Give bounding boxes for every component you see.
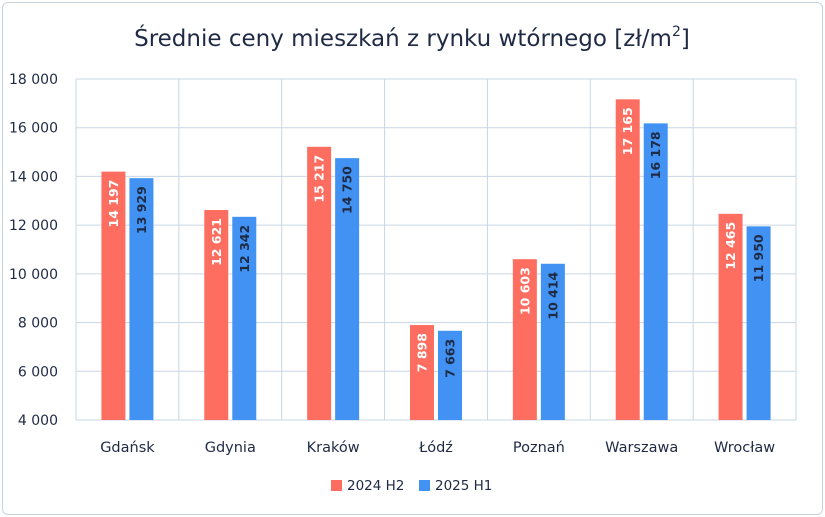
y-axis-ticks: 4 000 6 000 8 000 10 000 12 000 14 000 16 000 1… [9, 72, 58, 429]
y-tick-label: 8 000 [18, 316, 58, 332]
bar-series-2 [643, 123, 668, 420]
chart-title-end: ] [681, 26, 690, 52]
bar-value-label: 10 414 [545, 271, 560, 319]
y-tick-label: 4 000 [18, 413, 58, 429]
y-tick-label: 18 000 [9, 72, 58, 88]
bar-value-label: 12 621 [209, 218, 224, 266]
bar-value-label: 15 217 [312, 155, 327, 203]
bar-value-label: 7 898 [415, 333, 430, 372]
bar-series-1 [718, 213, 743, 420]
chart-title-superscript: 2 [672, 24, 681, 40]
bar-value-label: 14 197 [106, 180, 121, 228]
legend: 2024 H2 2025 H1 [331, 478, 492, 494]
bar-series-2 [746, 226, 771, 420]
bar-series-1 [204, 210, 229, 420]
data-labels: 14 197 13 929 12 621 12 342 15 217 14 750 7 89… [106, 107, 766, 378]
bar-series-2 [335, 158, 360, 421]
y-tick-label: 6 000 [18, 364, 58, 380]
legend-label: 2025 H1 [435, 478, 492, 494]
gridlines [75, 78, 797, 421]
bar-series-2 [232, 216, 257, 420]
bar-series-2 [540, 263, 565, 420]
chart-title-main: Średnie ceny mieszkań z rynku wtórnego [… [134, 24, 672, 52]
bars [101, 99, 771, 421]
legend-label: 2024 H2 [347, 478, 404, 494]
x-category-label: Wrocław [714, 440, 775, 456]
bar-value-label: 16 178 [648, 131, 663, 179]
bar-value-label: 13 929 [134, 186, 149, 234]
legend-swatch [419, 480, 430, 491]
y-tick-label: 16 000 [9, 121, 58, 137]
x-category-label: Poznań [513, 440, 565, 456]
bar-value-label: 17 165 [620, 107, 635, 155]
chart-title: Średnie ceny mieszkań z rynku wtórnego [… [134, 24, 690, 52]
bar-series-1 [410, 325, 434, 420]
bar-value-label: 7 663 [443, 339, 458, 378]
bar-series-2 [438, 330, 462, 420]
bar-value-label: 14 750 [340, 166, 355, 214]
x-category-label: Gdańsk [100, 440, 155, 456]
legend-swatch [331, 480, 342, 491]
y-tick-label: 14 000 [9, 169, 58, 185]
x-category-label: Gdynia [205, 440, 256, 456]
bar-value-label: 10 603 [517, 267, 532, 315]
bar-series-1 [512, 259, 537, 420]
x-category-label: Kraków [307, 440, 360, 456]
y-tick-label: 12 000 [9, 218, 58, 234]
bar-value-label: 12 465 [723, 222, 738, 270]
x-axis-categories: Gdańsk Gdynia Kraków Łódź Poznań Warszawa Wroc… [100, 440, 775, 456]
bar-value-label: 11 950 [751, 234, 766, 282]
x-category-label: Łódź [418, 440, 453, 456]
bar-series-2 [129, 178, 154, 420]
bar-value-label: 12 342 [237, 225, 252, 273]
y-tick-label: 10 000 [9, 267, 58, 283]
bar-series-1 [615, 99, 640, 421]
bar-series-1 [101, 171, 126, 420]
x-category-label: Warszawa [605, 440, 678, 456]
bar-series-1 [307, 146, 332, 420]
